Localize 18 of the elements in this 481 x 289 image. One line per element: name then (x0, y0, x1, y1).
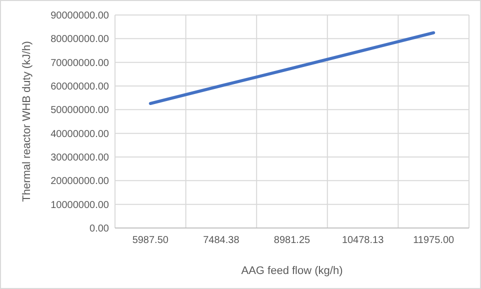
y-tick-label: 20000000.00 (50, 176, 110, 188)
y-tick-label: 60000000.00 (50, 82, 110, 92)
y-tick-label: 50000000.00 (50, 105, 110, 116)
x-tick-label: 10478.13 (342, 235, 384, 246)
x-tick-label: 11975.00 (413, 235, 455, 246)
x-axis-title: AAG feed flow (kg/h) (241, 265, 343, 277)
y-tick-label: 30000000.00 (50, 152, 110, 164)
x-tick-label: 8981.25 (274, 235, 311, 246)
y-tick-label: 10000000.00 (50, 200, 110, 211)
y-tick-label: 0.00 (90, 224, 110, 234)
line-series (148, 31, 436, 106)
y-tick-label: 90000000.00 (50, 10, 110, 22)
y-tick-label: 70000000.00 (50, 58, 110, 69)
y-axis-title: Thermal reactor WHB duty (kJ/h) (21, 41, 33, 202)
x-tick-label: 5987.50 (132, 235, 169, 246)
y-tick-label: 40000000.00 (50, 128, 110, 140)
x-tick-label: 7484.38 (203, 235, 240, 246)
y-tick-label: 80000000.00 (50, 34, 110, 46)
